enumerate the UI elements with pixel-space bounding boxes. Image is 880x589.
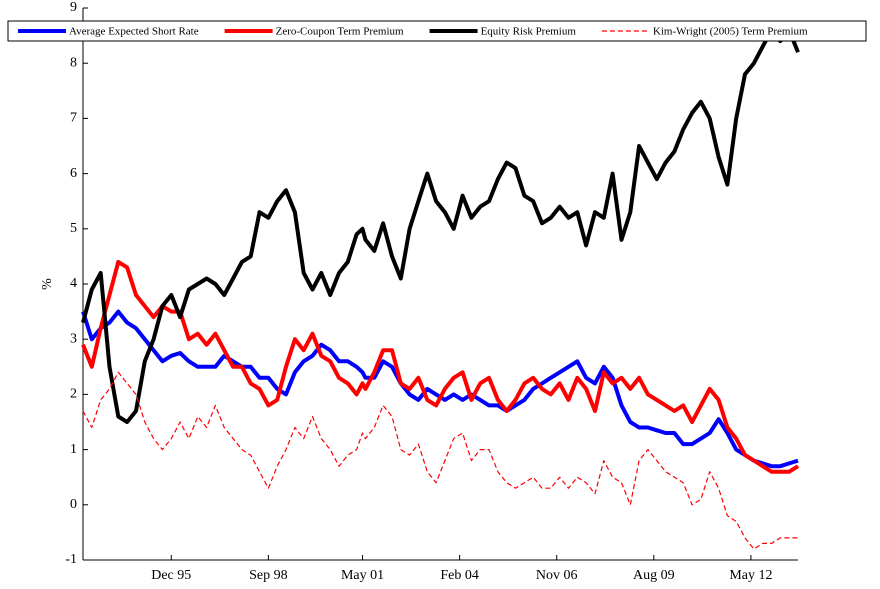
y-tick-label: -1 [65, 552, 77, 567]
series-line [81, 259, 800, 474]
y-axis-label: % [40, 278, 55, 290]
y-tick-label: 2 [70, 387, 77, 402]
x-tick-label: Dec 95 [151, 568, 191, 583]
x-tick-label: Nov 06 [536, 568, 578, 583]
legend-label: Zero-Coupon Term Premium [276, 26, 404, 38]
y-tick-label: 7 [70, 111, 77, 126]
legend-label: Average Expected Short Rate [69, 26, 199, 38]
y-tick-label: 0 [70, 497, 77, 512]
y-tick-label: 6 [70, 166, 77, 181]
series-line [82, 371, 798, 550]
y-tick-label: 1 [70, 442, 77, 457]
y-tick-label: 5 [70, 221, 77, 236]
legend-label: Equity Risk Premium [481, 26, 577, 38]
x-tick-label: Aug 09 [633, 568, 675, 583]
y-tick-label: 3 [70, 331, 77, 346]
series-line [81, 28, 800, 424]
series-line [81, 309, 799, 469]
legend-label: Kim-Wright (2005) Term Premium [653, 26, 808, 38]
x-tick-label: May 01 [341, 568, 384, 583]
y-tick-label: 9 [70, 0, 77, 15]
y-tick-label: 4 [70, 276, 77, 291]
x-tick-label: Sep 98 [249, 568, 288, 583]
x-tick-label: May 12 [729, 568, 772, 583]
legend: Average Expected Short Rate Zero-Coupon T… [7, 20, 867, 42]
y-tick-label: 8 [70, 55, 77, 70]
x-tick-label: Feb 04 [440, 568, 479, 583]
